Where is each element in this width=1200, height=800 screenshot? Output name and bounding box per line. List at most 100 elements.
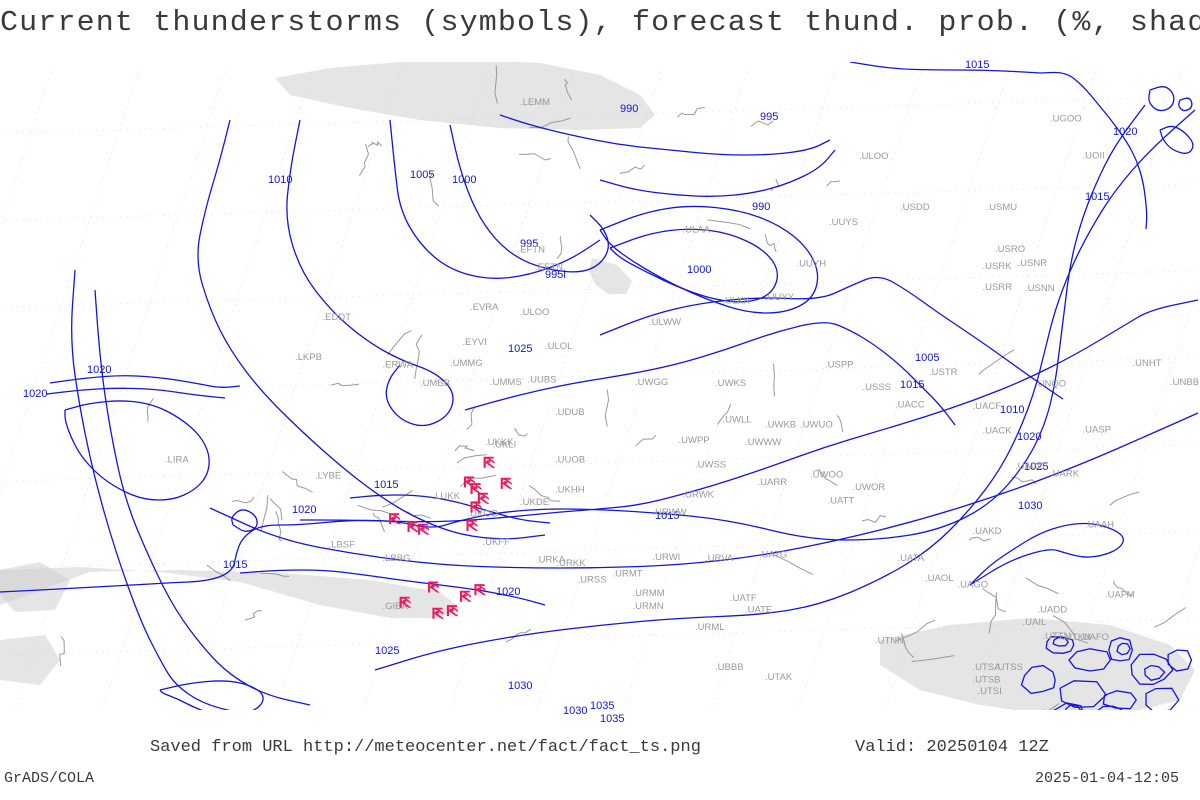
svg-text:.UWLL: .UWLL (723, 415, 752, 426)
svg-text:.EDDT: .EDDT (323, 312, 352, 323)
svg-text:.ULOO: .ULOO (520, 307, 550, 318)
svg-text:1020: 1020 (1017, 431, 1041, 443)
svg-text:.UKFF: .UKFF (483, 537, 511, 548)
svg-text:.UATA: .UATA (898, 553, 925, 564)
svg-text:.URWW: .URWW (653, 507, 687, 518)
svg-text:.UDUB: .UDUB (555, 407, 585, 418)
svg-text:.UKLI: .UKLI (493, 440, 517, 451)
svg-text:1020: 1020 (23, 388, 47, 400)
svg-text:.UWKB: .UWKB (765, 420, 796, 431)
svg-text:.UUOB: .UUOB (555, 455, 585, 466)
svg-text:.UWOO: .UWOO (810, 470, 843, 481)
svg-text:.UNQO: .UNQO (1035, 379, 1066, 390)
svg-text:.UWUO: .UWUO (800, 420, 833, 431)
svg-text:.UTSS: .UTSS (995, 662, 1023, 673)
svg-text:.UATF: .UATF (730, 593, 757, 604)
svg-text:1035: 1035 (600, 713, 624, 725)
svg-text:1030: 1030 (1018, 500, 1042, 512)
svg-text:.UBBB: .UBBB (715, 662, 744, 673)
svg-text:.ULKK: .ULKK (723, 296, 751, 307)
svg-text:.UAOL: .UAOL (925, 573, 954, 584)
svg-text:.USPP: .USPP (825, 360, 854, 371)
svg-text:1000: 1000 (687, 264, 711, 276)
svg-text:.UWWW: .UWWW (745, 437, 781, 448)
svg-text:.LKPB: .LKPB (295, 352, 322, 363)
svg-text:.USRR: .USRR (983, 282, 1013, 293)
svg-text:.UATT: .UATT (828, 496, 855, 507)
svg-text:1010: 1010 (1000, 404, 1024, 416)
svg-text:.UUYH: .UUYH (797, 259, 827, 270)
svg-text:.UAGO: .UAGO (958, 580, 989, 591)
svg-text:1030: 1030 (508, 680, 532, 692)
svg-text:.EVRA: .EVRA (470, 302, 499, 313)
svg-text:.UWGG: .UWGG (635, 377, 668, 388)
svg-text:.URMM: .URMM (633, 588, 665, 599)
svg-text:.UKHH: .UKHH (555, 485, 585, 496)
svg-text:.UOII: .UOII (1083, 151, 1105, 162)
svg-text:.UARK: .UARK (1050, 469, 1080, 480)
svg-text:.UACC: .UACC (895, 400, 925, 411)
svg-text:.USRK: .USRK (983, 261, 1013, 272)
svg-text:.USRO: .USRO (995, 244, 1025, 255)
svg-text:.UMBB: .UMBB (420, 378, 450, 389)
svg-text:.LYBE: .LYBE (315, 471, 341, 482)
svg-text:.UWPP: .UWPP (679, 435, 710, 446)
svg-text:.ULOO: .ULOO (859, 151, 889, 162)
svg-text:1015: 1015 (1085, 191, 1109, 203)
svg-text:.USMU: .USMU (987, 202, 1018, 213)
svg-text:.UTAK: .UTAK (765, 672, 793, 683)
svg-text:.URMT: .URMT (613, 569, 643, 580)
svg-text:1020: 1020 (496, 586, 520, 598)
svg-text:1015: 1015 (223, 559, 247, 571)
svg-text:.UACK: .UACK (983, 426, 1013, 437)
svg-text:.UUBS: .UUBS (528, 375, 557, 386)
svg-text:.ERWA: .ERWA (383, 360, 414, 371)
svg-text:.URKK: .URKK (557, 558, 587, 569)
svg-text:.ULOL: .ULOL (545, 341, 572, 352)
svg-text:1015: 1015 (965, 59, 989, 71)
svg-text:.LUKK: .LUKK (433, 491, 461, 502)
svg-text:.USTR: .USTR (929, 367, 958, 378)
svg-text:.UWOR: .UWOR (853, 482, 886, 493)
svg-text:1020: 1020 (1113, 126, 1137, 138)
svg-text:.UAAH: .UAAH (1085, 520, 1114, 531)
svg-text:.UTSI: .UTSI (978, 686, 1002, 697)
svg-text:.UACF: .UACF (973, 401, 1002, 412)
svg-text:.UADD: .UADD (1038, 605, 1068, 616)
svg-text:1005: 1005 (915, 352, 939, 364)
svg-text:.UUYY: .UUYY (765, 292, 795, 303)
svg-text:.URWI: .URWI (653, 552, 681, 563)
svg-text:.UATG: .UATG (759, 550, 787, 561)
svg-text:1015: 1015 (900, 379, 924, 391)
svg-text:990: 990 (752, 201, 770, 213)
svg-text:.LEMM: .LEMM (520, 97, 550, 108)
svg-text:.EETN: .EETN (535, 262, 563, 273)
svg-text:.USNN: .USNN (1025, 283, 1055, 294)
svg-text:.EYVI: .EYVI (463, 337, 487, 348)
svg-text:.USNR: .USNR (1018, 258, 1048, 269)
svg-text:1005: 1005 (410, 169, 434, 181)
svg-text:.URMN: .URMN (633, 601, 664, 612)
svg-text:.ULWW: .ULWW (649, 317, 681, 328)
svg-text:.USDD: .USDD (900, 202, 930, 213)
svg-text:1020: 1020 (292, 504, 316, 516)
svg-text:.UARR: .UARR (758, 477, 788, 488)
svg-text:1015: 1015 (374, 479, 398, 491)
svg-text:.UWSS: .UWSS (695, 460, 726, 471)
svg-text:1025: 1025 (375, 645, 399, 657)
svg-text:.UASP: .UASP (1083, 425, 1112, 436)
svg-text:1020: 1020 (87, 364, 111, 376)
svg-text:.GIBA: .GIBA (383, 601, 409, 612)
svg-text:.LBBG: .LBBG (383, 553, 411, 564)
svg-text:.UNBB: .UNBB (1170, 377, 1199, 388)
svg-text:.UATE: .UATE (745, 605, 772, 616)
svg-text:.UTSB: .UTSB (973, 675, 1001, 686)
svg-text:.URWK: .URWK (683, 490, 715, 501)
svg-text:.UAFO: .UAFO (1080, 632, 1109, 643)
svg-text:.UTNN: .UTNN (875, 636, 904, 647)
svg-text:.USSS: .USSS (863, 382, 892, 393)
svg-text:.UKDE: .UKDE (520, 497, 549, 508)
svg-text:.LBSF: .LBSF (329, 540, 356, 551)
svg-text:.LIRA: .LIRA (165, 455, 189, 466)
svg-text:.UUYS: .UUYS (829, 217, 858, 228)
